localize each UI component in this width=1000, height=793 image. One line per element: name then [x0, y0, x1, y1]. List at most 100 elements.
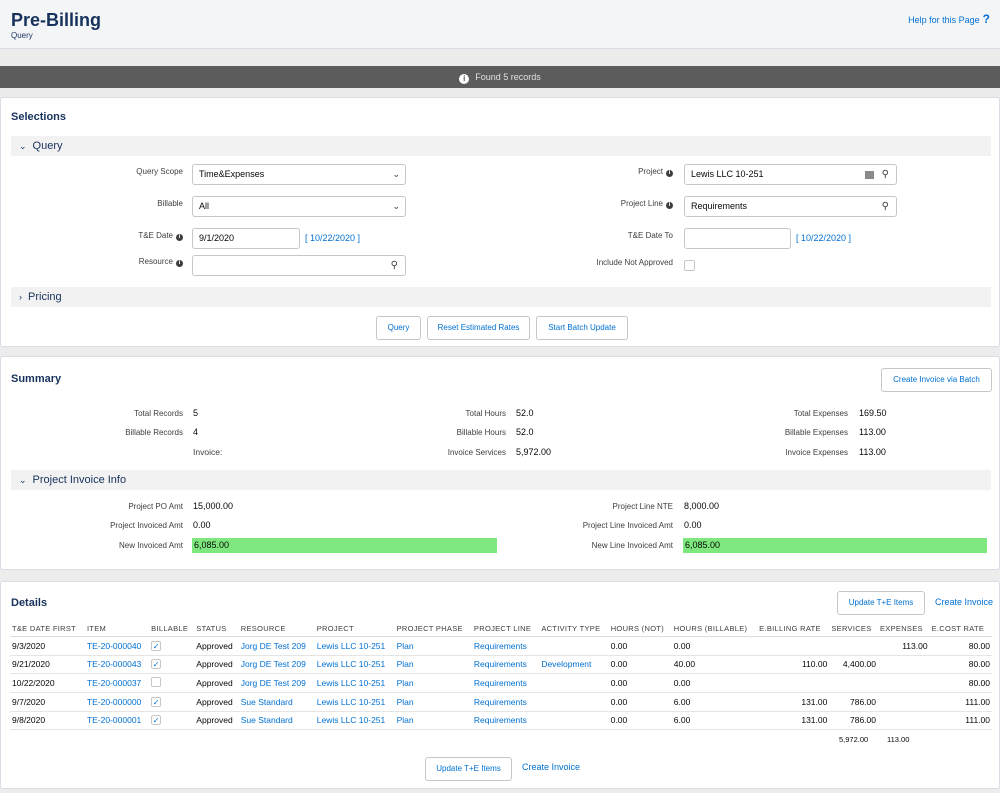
- column-header[interactable]: PROJECT LINE: [471, 621, 540, 637]
- cell-project[interactable]: Lewis LLC 10-251: [314, 673, 395, 693]
- cell-activity[interactable]: [539, 692, 609, 712]
- project-line-lookup[interactable]: Requirements ⚲: [684, 196, 897, 217]
- project-line-label-wrap: Project Line i: [551, 199, 673, 209]
- column-header[interactable]: STATUS: [194, 621, 239, 637]
- column-header[interactable]: T&E DATE FIRST: [10, 621, 85, 637]
- column-header[interactable]: E.COST RATE: [929, 621, 992, 637]
- te-date-input[interactable]: 9/1/2020: [192, 228, 300, 249]
- chevron-down-icon[interactable]: ⌄: [19, 475, 27, 485]
- resource-lookup[interactable]: ⚲: [192, 255, 406, 276]
- unchecked-checkbox-icon[interactable]: [151, 677, 162, 687]
- search-icon[interactable]: ⚲: [390, 260, 398, 271]
- cell-project[interactable]: Lewis LLC 10-251: [314, 692, 395, 712]
- query-section-label: Query: [32, 140, 63, 152]
- column-header[interactable]: RESOURCE: [238, 621, 315, 637]
- column-header[interactable]: HOURS (BILLABLE): [671, 621, 758, 637]
- cell-line[interactable]: Requirements: [471, 673, 540, 693]
- billable-select[interactable]: All ⌄: [192, 196, 406, 217]
- te-date-to-input[interactable]: [684, 228, 791, 249]
- cell-resource[interactable]: Sue Standard: [238, 711, 315, 730]
- cell-phase[interactable]: Plan: [394, 636, 472, 656]
- billable-checkbox-cell[interactable]: ✓: [149, 655, 195, 674]
- cell-item[interactable]: TE-20-000037: [84, 673, 150, 693]
- billable-checkbox-cell[interactable]: ✓: [149, 711, 195, 730]
- cell-resource[interactable]: Sue Standard: [238, 692, 315, 712]
- project-lookup[interactable]: Lewis LLC 10-251 ⚲: [684, 164, 897, 185]
- checked-checkbox-icon[interactable]: ✓: [151, 659, 162, 670]
- project-line-nte-value: 8,000.00: [684, 501, 720, 511]
- reset-estimated-rates-button[interactable]: Reset Estimated Rates: [427, 316, 530, 340]
- column-header[interactable]: E.BILLING RATE: [757, 621, 830, 637]
- cell-status: Approved: [194, 673, 239, 693]
- query-scope-label: Query Scope: [136, 167, 183, 176]
- billable-checkbox-cell[interactable]: [149, 673, 195, 693]
- expenses-total: 113.00: [887, 735, 910, 744]
- search-icon[interactable]: ⚲: [881, 169, 889, 180]
- cell-activity[interactable]: [539, 636, 609, 656]
- column-header[interactable]: SERVICES: [829, 621, 878, 637]
- cell-line[interactable]: Requirements: [471, 711, 540, 730]
- cell-item[interactable]: TE-20-000001: [84, 711, 150, 730]
- cell-project[interactable]: Lewis LLC 10-251: [314, 636, 395, 656]
- column-header[interactable]: BILLABLE: [149, 621, 195, 637]
- cell-activity[interactable]: [539, 711, 609, 730]
- cell-project[interactable]: Lewis LLC 10-251: [314, 655, 395, 674]
- cell-services: 786.00: [829, 711, 878, 730]
- query-section-toggle[interactable]: ⌄ Query: [11, 136, 991, 156]
- te-date-to-today-link[interactable]: [ 10/22/2020 ]: [796, 233, 852, 243]
- cell-phase[interactable]: Plan: [394, 711, 472, 730]
- column-header[interactable]: PROJECT PHASE: [394, 621, 472, 637]
- billable-checkbox-cell[interactable]: ✓: [149, 692, 195, 712]
- bottom-update-te-items-button[interactable]: Update T+E Items: [425, 757, 512, 781]
- create-invoice-link[interactable]: Create Invoice: [935, 597, 994, 607]
- cell-resource[interactable]: Jorg DE Test 209: [238, 673, 315, 693]
- cell-phase[interactable]: Plan: [394, 692, 472, 712]
- chevron-down-icon[interactable]: ⌄: [19, 141, 27, 151]
- billable-checkbox-cell[interactable]: ✓: [149, 636, 195, 656]
- info-icon: i: [176, 234, 183, 241]
- chevron-right-icon[interactable]: ›: [19, 292, 22, 302]
- pricing-section-toggle[interactable]: › Pricing: [11, 287, 991, 307]
- query-scope-select[interactable]: Time&Expenses ⌄: [192, 164, 406, 185]
- start-batch-update-button[interactable]: Start Batch Update: [536, 316, 628, 340]
- column-header[interactable]: EXPENSES: [878, 621, 930, 637]
- query-button[interactable]: Query: [376, 316, 421, 340]
- update-te-items-button[interactable]: Update T+E Items: [837, 591, 925, 615]
- cell-item[interactable]: TE-20-000040: [84, 636, 150, 656]
- create-invoice-via-batch-button[interactable]: Create Invoice via Batch: [881, 368, 992, 392]
- project-label-wrap: Project i: [551, 167, 673, 177]
- search-icon[interactable]: ⚲: [881, 201, 889, 212]
- cell-item[interactable]: TE-20-000043: [84, 655, 150, 674]
- checked-checkbox-icon[interactable]: ✓: [151, 696, 162, 707]
- help-icon[interactable]: ?: [982, 12, 990, 26]
- info-icon: i: [666, 170, 673, 177]
- checked-checkbox-icon[interactable]: ✓: [151, 715, 162, 726]
- include-not-approved-checkbox[interactable]: [684, 260, 695, 271]
- column-header[interactable]: ACTIVITY TYPE: [539, 621, 609, 637]
- cell-line[interactable]: Requirements: [471, 692, 540, 712]
- cell-activity[interactable]: [539, 673, 609, 693]
- cell-project[interactable]: Lewis LLC 10-251: [314, 711, 395, 730]
- selections-title: Selections: [11, 111, 67, 123]
- project-line-label: Project Line: [620, 199, 663, 208]
- checked-checkbox-icon[interactable]: ✓: [151, 640, 162, 651]
- cell-services: 786.00: [829, 692, 878, 712]
- help-link-label[interactable]: Help for this Page: [908, 15, 980, 25]
- project-invoice-info-toggle[interactable]: ⌄ Project Invoice Info: [11, 470, 991, 490]
- cell-resource[interactable]: Jorg DE Test 209: [238, 636, 315, 656]
- help-link[interactable]: Help for this Page?: [908, 12, 990, 26]
- column-header[interactable]: ITEM: [84, 621, 150, 637]
- project-invoiced-amt-label: Project Invoiced Amt: [110, 521, 183, 530]
- te-date-today-link[interactable]: [ 10/22/2020 ]: [305, 233, 361, 243]
- cell-line[interactable]: Requirements: [471, 636, 540, 656]
- cell-phase[interactable]: Plan: [394, 655, 472, 674]
- cell-line[interactable]: Requirements: [471, 655, 540, 674]
- cell-activity[interactable]: Development: [539, 655, 609, 674]
- column-header[interactable]: PROJECT: [314, 621, 395, 637]
- cell-item[interactable]: TE-20-000000: [84, 692, 150, 712]
- column-header[interactable]: HOURS (NOT): [608, 621, 672, 637]
- cell-resource[interactable]: Jorg DE Test 209: [238, 655, 315, 674]
- cell-rate: 131.00: [757, 692, 830, 712]
- bottom-create-invoice-link[interactable]: Create Invoice: [522, 762, 581, 772]
- cell-phase[interactable]: Plan: [394, 673, 472, 693]
